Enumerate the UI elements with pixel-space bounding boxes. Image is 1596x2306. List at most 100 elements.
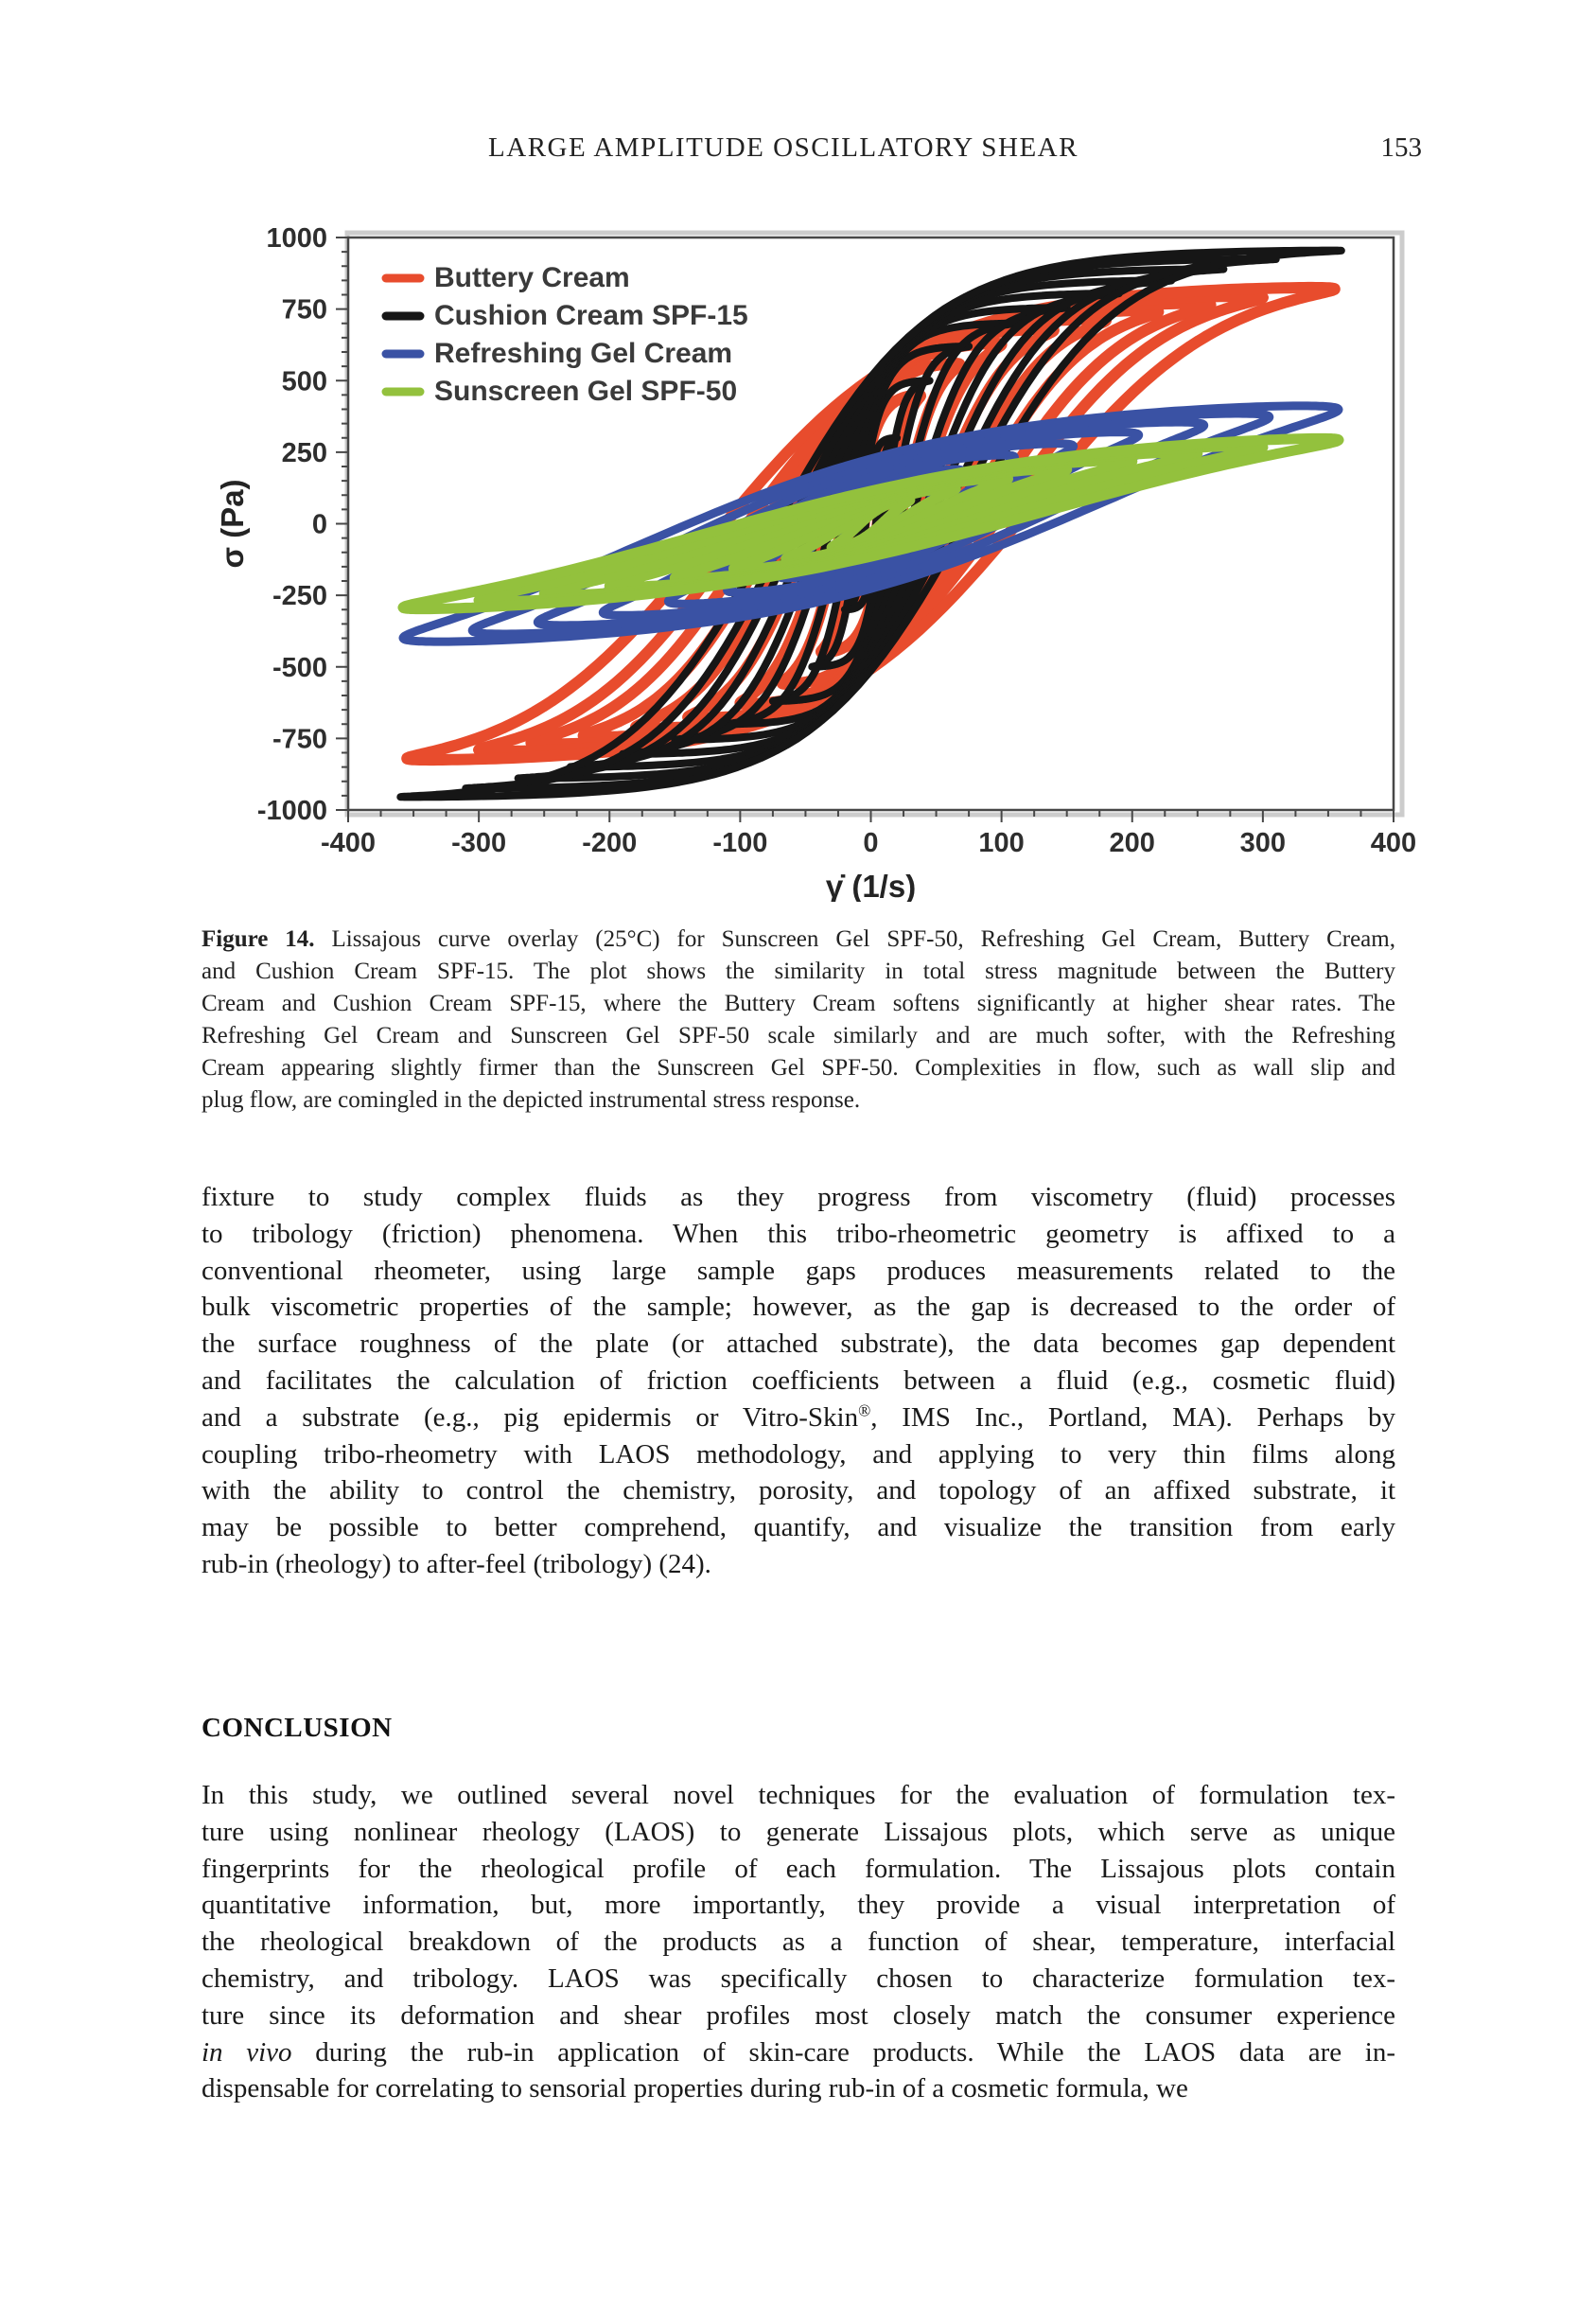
text-run: Cream appearing slightly firmer than the…	[202, 1055, 1395, 1081]
text-line: In this study, we outlined several novel…	[202, 1777, 1395, 1814]
y-axis-label: σ (Pa)	[215, 479, 250, 568]
text-line: quantitative information, but, more impo…	[202, 1887, 1395, 1924]
text-run: conventional rheometer, using large samp…	[202, 1255, 1395, 1286]
text-run: coupling tribo-rheometry with LAOS metho…	[202, 1438, 1395, 1470]
series-group	[396, 246, 1345, 801]
text-line: coupling tribo-rheometry with LAOS metho…	[202, 1436, 1395, 1473]
text-line: ture since its deformation and shear pro…	[202, 1998, 1395, 2034]
text-run: plug flow, are comingled in the depicted…	[202, 1087, 861, 1113]
text-run: fixture to study complex fluids as they …	[202, 1182, 1395, 1212]
x-tick-label: -300	[451, 828, 506, 858]
text-line: and a substrate (e.g., pig epidermis or …	[202, 1399, 1395, 1436]
text-run: may be possible to better comprehend, qu…	[202, 1512, 1395, 1543]
text-line: Cream and Cushion Cream SPF-15, where th…	[202, 988, 1395, 1020]
text-run: the rheological breakdown of the product…	[202, 1927, 1395, 1958]
x-tick-label: -100	[712, 828, 767, 858]
text-line: dispensable for correlating to sensorial…	[202, 2070, 1395, 2107]
page-number: 153	[1380, 132, 1423, 163]
text-run: chemistry, and tribology. LAOS was speci…	[202, 1963, 1395, 1994]
text-line: fingerprints for the rheological profile…	[202, 1851, 1395, 1888]
text-line: in vivo during the rub-in application of…	[202, 2034, 1395, 2071]
legend-item: Cushion Cream SPF-15	[381, 300, 748, 331]
text-line: with the ability to control the chemistr…	[202, 1472, 1395, 1509]
text-run: in vivo	[202, 2036, 292, 2068]
x-tick-label: 100	[978, 828, 1024, 858]
lissajous-chart: -400 -300 -200 -100 0 100 200 300 40010007505002…	[215, 223, 1416, 904]
text-line: the surface roughness of the plate (or a…	[202, 1326, 1395, 1363]
text-run: ®	[858, 1400, 871, 1420]
text-run: and Cushion Cream SPF-15. The plot shows…	[202, 959, 1395, 984]
text-line: may be possible to better comprehend, qu…	[202, 1509, 1395, 1546]
x-tick-label: 300	[1240, 828, 1286, 858]
y-tick-label: 750	[282, 295, 327, 326]
text-line: bulk viscometric properties of the sampl…	[202, 1289, 1395, 1326]
axis-ticks	[336, 237, 1394, 822]
conclusion-heading: CONCLUSION	[202, 1713, 393, 1743]
text-line: chemistry, and tribology. LAOS was speci…	[202, 1961, 1395, 1998]
text-run: ture since its deformation and shear pro…	[202, 1999, 1395, 2031]
text-line: plug flow, are comingled in the depicted…	[202, 1084, 1395, 1117]
text-line: and facilitates the calculation of frict…	[202, 1363, 1395, 1399]
text-run: In this study, we outlined several novel…	[202, 1780, 1395, 1810]
y-tick-label: -250	[272, 581, 327, 611]
legend-label: Buttery Cream	[434, 262, 630, 293]
text-run: with the ability to control the chemistr…	[202, 1475, 1395, 1506]
x-axis-label: γ̇ (1/s)	[826, 869, 916, 902]
y-tick-label: -750	[272, 724, 327, 754]
text-run: bulk viscometric properties of the sampl…	[202, 1292, 1395, 1323]
running-head: LARGE AMPLITUDE OSCILLATORY SHEAR 153	[202, 132, 1422, 165]
running-head-title: LARGE AMPLITUDE OSCILLATORY SHEAR	[488, 132, 1079, 163]
text-line: Refreshing Gel Cream and Sunscreen Gel S…	[202, 1020, 1395, 1052]
x-tick-label: 400	[1371, 828, 1416, 858]
y-tick-label: 500	[282, 366, 327, 396]
text-run: , IMS Inc., Portland, MA). Perhaps by	[870, 1401, 1395, 1433]
text-run: fingerprints for the rheological profile…	[202, 1853, 1395, 1884]
legend-label: Sunscreen Gel SPF-50	[434, 376, 737, 407]
x-tick-label: -200	[582, 828, 637, 858]
text-line: the rheological breakdown of the product…	[202, 1924, 1395, 1961]
text-run: to tribology (friction) phenomena. When …	[202, 1218, 1395, 1249]
y-tick-label: 250	[282, 438, 327, 468]
figure-caption: Figure 14. Lissajous curve overlay (25°C…	[202, 924, 1395, 1117]
x-tick-label: -400	[321, 828, 376, 858]
legend-label: Refreshing Gel Cream	[434, 338, 732, 369]
legend-item: Sunscreen Gel SPF-50	[381, 376, 737, 407]
text-line: conventional rheometer, using large samp…	[202, 1253, 1395, 1290]
text-run: Lissajous curve overlay (25°C) for Sunsc…	[314, 926, 1395, 952]
text-run: the surface roughness of the plate (or a…	[202, 1329, 1395, 1360]
text-line: rub-in (rheology) to after-feel (tribolo…	[202, 1546, 1395, 1583]
text-line: to tribology (friction) phenomena. When …	[202, 1216, 1395, 1253]
body-paragraph-2: In this study, we outlined several novel…	[202, 1777, 1395, 2107]
series-loop-refreshing-gel-cream	[398, 401, 1343, 646]
chart-legend: Buttery Cream Cushion Cream SPF-15 Refresh…	[381, 262, 748, 407]
x-tick-label: 0	[863, 828, 878, 858]
body-paragraph-1: fixture to study complex fluids as they …	[202, 1179, 1395, 1583]
text-run: during the rub-in application of skin-ca…	[291, 2036, 1395, 2068]
series-loop-sunscreen-gel-spf-50	[397, 432, 1344, 615]
legend-item: Refreshing Gel Cream	[381, 338, 732, 369]
text-line: Figure 14. Lissajous curve overlay (25°C…	[202, 924, 1395, 956]
y-tick-label: -1000	[257, 796, 327, 826]
y-tick-label: 0	[312, 510, 327, 540]
text-run: Refreshing Gel Cream and Sunscreen Gel S…	[202, 1023, 1395, 1048]
text-run: and a substrate (e.g., pig epidermis or …	[202, 1401, 859, 1433]
legend-item: Buttery Cream	[381, 262, 630, 293]
text-run: dispensable for correlating to sensorial…	[202, 2073, 1188, 2104]
text-line: ture using nonlinear rheology (LAOS) to …	[202, 1814, 1395, 1851]
text-run: quantitative information, but, more impo…	[202, 1890, 1395, 1921]
figure: -400 -300 -200 -100 0 100 200 300 400 1000 750 500 2…	[213, 223, 1429, 904]
y-tick-label: 1000	[266, 225, 327, 254]
legend-label: Cushion Cream SPF-15	[434, 300, 748, 331]
y-tick-label: -500	[272, 653, 327, 683]
text-line: fixture to study complex fluids as they …	[202, 1179, 1395, 1216]
text-run: and facilitates the calculation of frict…	[202, 1364, 1395, 1396]
series-loop-cushion-cream-spf-15	[396, 246, 1345, 801]
text-run: Figure 14.	[202, 926, 315, 952]
text-run: rub-in (rheology) to after-feel (tribolo…	[202, 1548, 711, 1579]
x-tick-label: 200	[1110, 828, 1155, 858]
text-run: Cream and Cushion Cream SPF-15, where th…	[202, 991, 1395, 1016]
text-run: ture using nonlinear rheology (LAOS) to …	[202, 1816, 1395, 1847]
text-line: and Cushion Cream SPF-15. The plot shows…	[202, 956, 1395, 988]
text-line: Cream appearing slightly firmer than the…	[202, 1052, 1395, 1084]
